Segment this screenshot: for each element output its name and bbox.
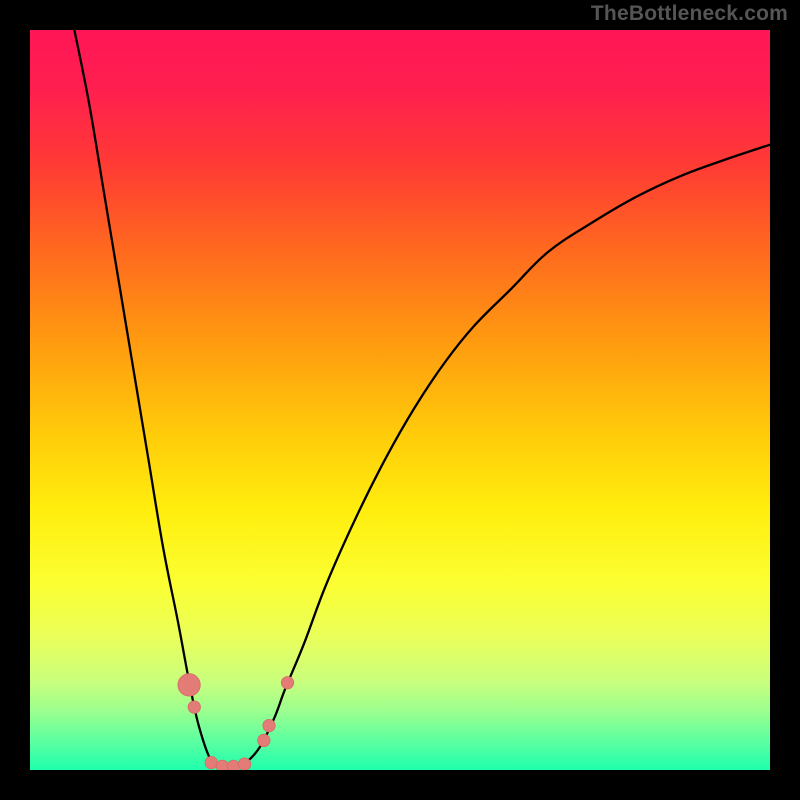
data-marker <box>188 701 200 713</box>
data-marker <box>281 676 293 688</box>
watermark-text: TheBottleneck.com <box>591 2 788 26</box>
data-marker <box>263 719 275 731</box>
data-marker <box>178 674 200 696</box>
plot-area <box>30 30 770 770</box>
data-marker <box>258 734 270 746</box>
data-marker <box>216 760 228 770</box>
data-marker <box>227 760 239 770</box>
data-marker <box>238 758 250 770</box>
chart-container: TheBottleneck.com <box>0 0 800 800</box>
gradient-background <box>30 30 770 770</box>
data-marker <box>205 756 217 768</box>
chart-svg <box>30 30 770 770</box>
